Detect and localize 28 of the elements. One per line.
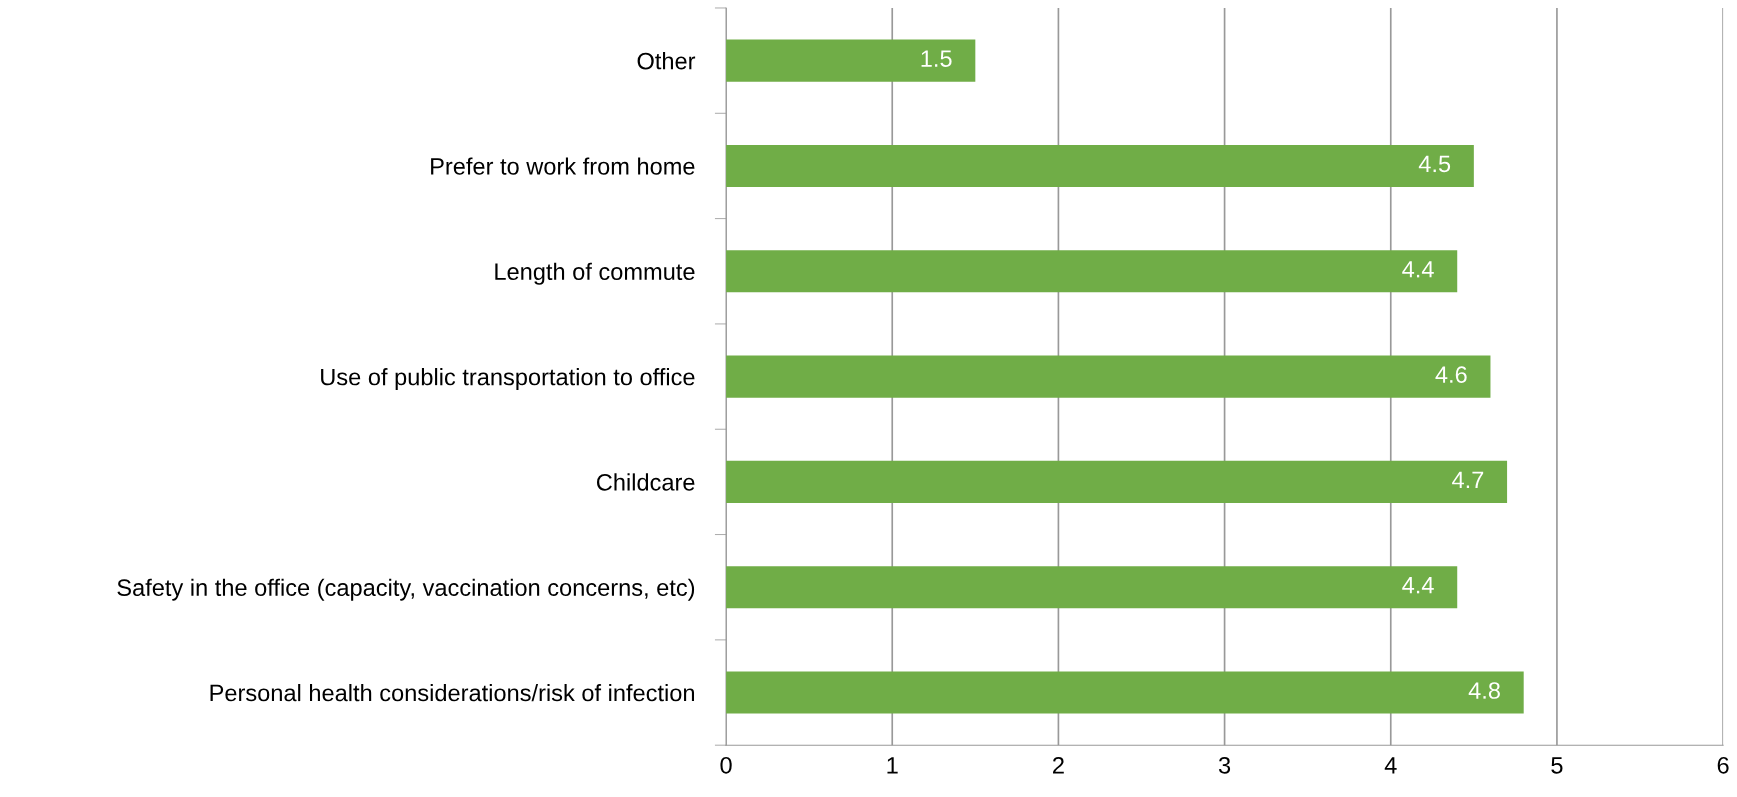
data-label: 4.8 [1468, 682, 1500, 699]
y-tick-label: Safety in the office (capacity, vaccination concerns, etc) [117, 578, 695, 601]
data-label: 1.5 [921, 50, 952, 67]
x-tick-label: 6 [1717, 756, 1729, 774]
x-tick-label: 4 [1384, 757, 1397, 774]
data-label: 4.4 [1402, 577, 1434, 594]
x-tick-label: 3 [1218, 756, 1231, 774]
data-label: 4.6 [1435, 366, 1467, 383]
x-tick-label: 1 [887, 757, 898, 774]
x-tick-label: 0 [720, 756, 732, 774]
bar [726, 671, 1524, 714]
y-tick-label: Childcare [596, 473, 695, 491]
data-label: 4.4 [1402, 261, 1434, 278]
bar [726, 144, 1474, 188]
data-label: 4.5 [1418, 155, 1451, 173]
data-label: 4.7 [1452, 471, 1484, 489]
bar [726, 39, 976, 82]
y-tick-label: Other [637, 52, 696, 70]
y-tick-label: Prefer to work from home [431, 157, 695, 175]
bar [726, 355, 1491, 398]
bar [726, 460, 1508, 503]
y-tick-label: Personal health considerations/risk of infection [210, 683, 695, 702]
y-tick-label: Use of public transportation to office [321, 368, 695, 391]
x-tick-label: 5 [1551, 757, 1563, 774]
y-tick-label: Length of commute [495, 262, 695, 285]
bar [726, 566, 1458, 609]
bar [726, 250, 1458, 293]
x-tick-label: 2 [1053, 756, 1064, 774]
